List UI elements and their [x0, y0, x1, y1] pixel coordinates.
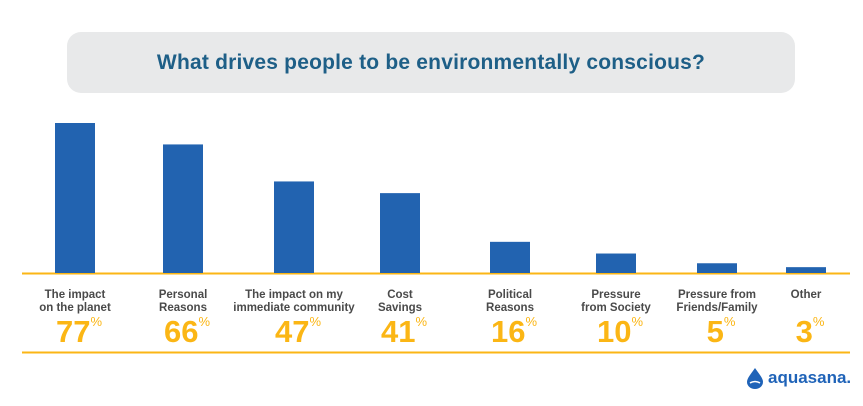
water-drop-icon — [747, 368, 763, 389]
category-label: Other — [790, 289, 822, 301]
data-label: 77% — [55, 314, 103, 349]
category-label: Cost Savings — [377, 289, 423, 314]
data-label: 10% — [596, 314, 644, 349]
bar — [380, 193, 420, 273]
data-label: 16% — [490, 314, 538, 349]
category-label: The impact on the planet — [39, 289, 111, 314]
data-label: 5% — [706, 314, 736, 349]
bar — [697, 263, 737, 273]
data-label: 3% — [795, 314, 825, 349]
category-label: Pressure from Friends/Family — [676, 289, 758, 314]
bar — [274, 181, 314, 273]
bar — [786, 267, 826, 273]
logo-text: aquasana. — [768, 368, 852, 387]
data-label: 41% — [380, 314, 428, 349]
data-label: 66% — [163, 314, 211, 349]
aquasana-logo: aquasana. — [745, 367, 851, 389]
bar — [55, 123, 95, 273]
chart-title-box: What drives people to be environmentally… — [67, 32, 795, 93]
bar — [163, 144, 203, 273]
data-label: 47% — [274, 314, 322, 349]
category-label: Political Reasons — [486, 289, 534, 314]
bar — [596, 253, 636, 273]
category-label: Pressure from Society — [581, 289, 651, 314]
category-label: Personal Reasons — [158, 289, 208, 314]
chart-title: What drives people to be environmentally… — [156, 50, 706, 74]
category-label: The impact on my immediate community — [233, 289, 355, 314]
bar — [490, 241, 530, 273]
